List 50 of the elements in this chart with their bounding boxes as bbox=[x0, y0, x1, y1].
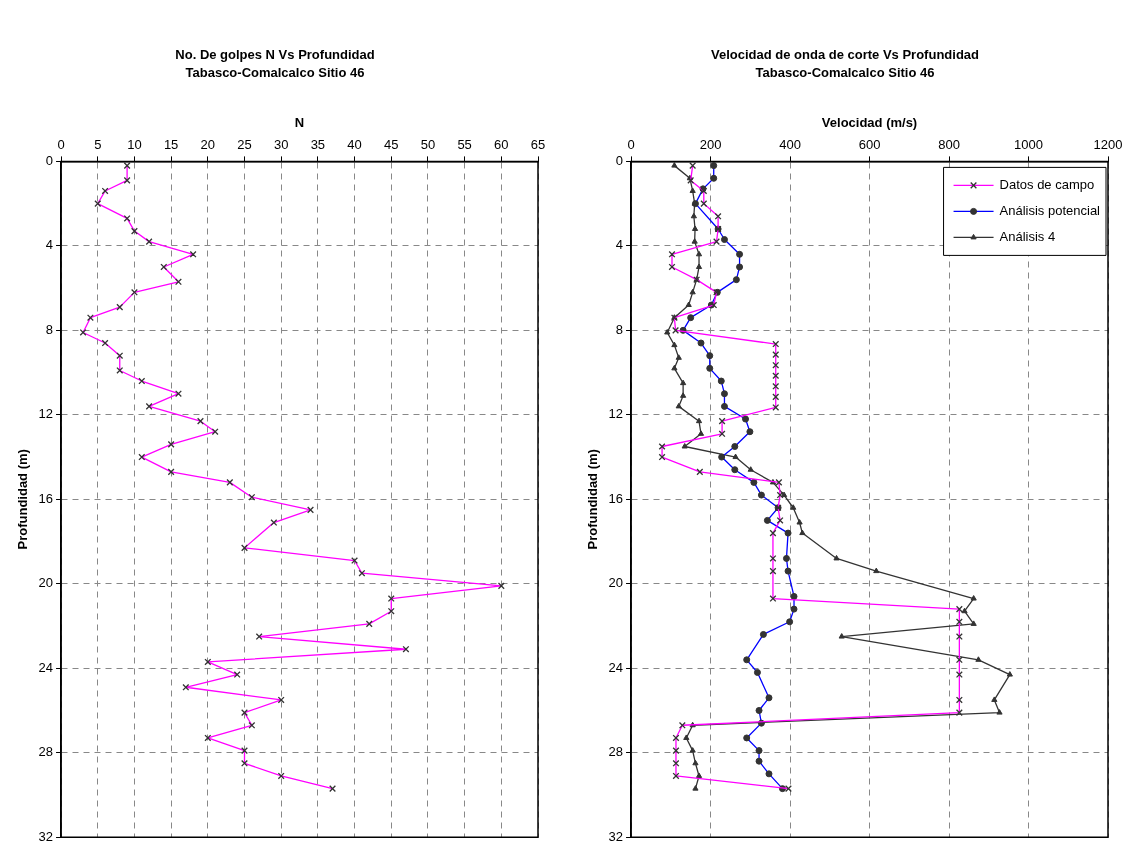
x-tick-label: 15 bbox=[163, 137, 179, 153]
x-tick-label: 35 bbox=[310, 137, 326, 153]
x-tick-label: 800 bbox=[938, 137, 960, 153]
y-tick-label: 28 bbox=[608, 744, 624, 760]
y-tick-label: 24 bbox=[38, 659, 54, 675]
x-tick-label: 1200 bbox=[1093, 137, 1123, 153]
x-tick-label: 200 bbox=[699, 137, 722, 153]
x-tick-label: 20 bbox=[200, 137, 216, 153]
y-axis-title: Profundidad (m) bbox=[585, 449, 601, 550]
y-tick-label: 0 bbox=[615, 152, 624, 168]
x-tick-label: 600 bbox=[858, 137, 881, 153]
x-tick-label: 400 bbox=[779, 137, 801, 153]
x-tick-label: 60 bbox=[494, 137, 509, 153]
y-tick-label: 8 bbox=[615, 321, 624, 337]
x-tick-label: 0 bbox=[627, 137, 635, 153]
y-tick-label: 0 bbox=[45, 152, 54, 168]
y-tick-label: 4 bbox=[615, 237, 624, 253]
x-tick-label: 5 bbox=[94, 137, 102, 153]
y-axis-title: Profundidad (m) bbox=[15, 449, 31, 550]
x-tick-label: 0 bbox=[57, 137, 65, 153]
y-tick-label: 12 bbox=[608, 406, 624, 422]
x-tick-label: 10 bbox=[127, 137, 142, 153]
x-tick-label: 45 bbox=[384, 137, 399, 153]
legend-label: Datos de campo bbox=[999, 176, 1095, 192]
y-tick-label: 28 bbox=[38, 744, 54, 760]
chart-subtitle: Tabasco-Comalcalco Sitio 46 bbox=[185, 64, 365, 80]
x-tick-label: 65 bbox=[530, 137, 546, 153]
x-tick-label: 55 bbox=[457, 137, 472, 153]
legend-label: Análisis 4 bbox=[999, 228, 1056, 244]
y-tick-label: 24 bbox=[608, 659, 624, 675]
x-tick-label: 30 bbox=[273, 137, 289, 153]
chart-subtitle: Tabasco-Comalcalco Sitio 46 bbox=[755, 64, 935, 80]
legend-label: Análisis potencial bbox=[999, 202, 1101, 218]
x-tick-label: 25 bbox=[237, 137, 252, 153]
chart-title: Velocidad de onda de corte Vs Profundidad bbox=[711, 47, 980, 63]
y-tick-label: 32 bbox=[608, 828, 624, 844]
chart-title: No. De golpes N Vs Profundidad bbox=[175, 47, 375, 63]
y-tick-label: 4 bbox=[45, 237, 54, 253]
y-tick-label: 32 bbox=[38, 828, 54, 844]
y-tick-label: 12 bbox=[38, 406, 54, 422]
y-tick-label: 16 bbox=[608, 490, 624, 506]
y-tick-label: 20 bbox=[38, 575, 54, 591]
y-tick-label: 16 bbox=[38, 490, 54, 506]
x-tick-label: 1000 bbox=[1014, 137, 1043, 153]
x-tick-label: 40 bbox=[347, 137, 362, 153]
x-tick-label: 50 bbox=[420, 137, 436, 153]
y-tick-label: 20 bbox=[608, 575, 624, 591]
y-tick-label: 8 bbox=[45, 321, 54, 337]
x-axis-title: Velocidad (m/s) bbox=[821, 114, 918, 130]
x-axis-title: N bbox=[294, 114, 305, 130]
